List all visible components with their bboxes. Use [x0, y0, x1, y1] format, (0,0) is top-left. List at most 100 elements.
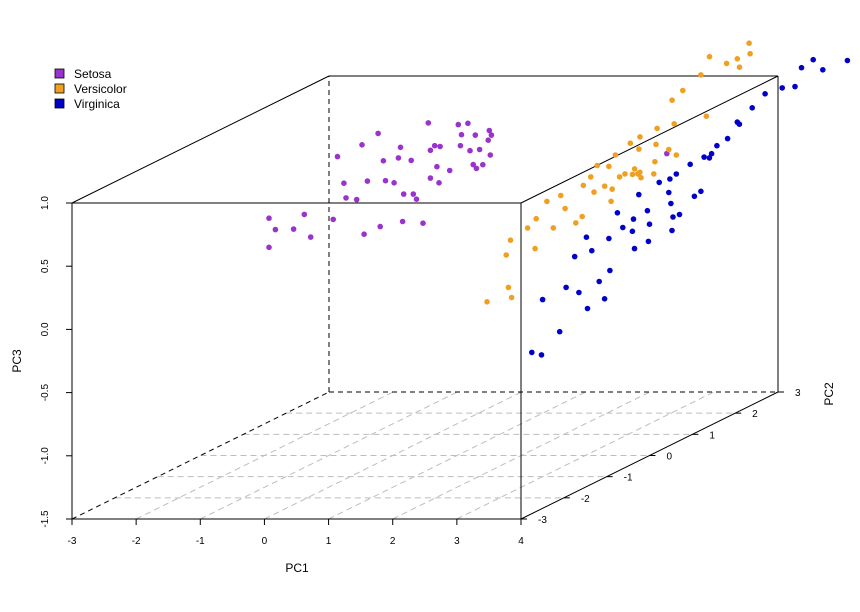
point-setosa	[437, 143, 443, 150]
point-setosa	[400, 191, 407, 197]
point-setosa	[290, 226, 297, 232]
data-points	[266, 40, 851, 358]
point-setosa	[446, 167, 453, 174]
point-setosa	[377, 223, 384, 230]
point-virginica	[820, 67, 826, 73]
point-setosa	[458, 131, 465, 138]
legend-item-versicolor: Versicolor	[54, 82, 127, 96]
point-virginica	[810, 56, 816, 63]
point-setosa	[399, 218, 406, 225]
point-virginica	[701, 154, 707, 160]
point-setosa	[470, 161, 477, 168]
point-virginica	[529, 349, 535, 356]
point-versicolor	[653, 141, 659, 148]
point-versicolor	[588, 174, 594, 180]
point-setosa	[391, 180, 397, 186]
y-tick-label: -3	[538, 515, 547, 526]
point-virginica	[762, 91, 768, 97]
box-edge	[71, 75, 330, 204]
legend-swatch-setosa	[54, 68, 65, 79]
point-setosa	[431, 142, 438, 149]
point-versicolor	[637, 169, 643, 176]
point-setosa	[361, 231, 367, 237]
point-virginica	[630, 216, 637, 222]
point-virginica	[563, 284, 569, 291]
point-virginica	[583, 234, 590, 240]
point-versicolor	[507, 237, 514, 243]
z-tick-label: -1.5	[40, 510, 51, 528]
point-setosa	[425, 120, 432, 126]
point-versicolor	[673, 152, 680, 158]
x-tick-label: 2	[390, 536, 396, 547]
point-virginica	[666, 189, 672, 196]
point-setosa	[330, 216, 337, 223]
y-tick-label: 2	[752, 409, 758, 420]
point-versicolor	[622, 171, 628, 177]
point-setosa	[382, 177, 389, 184]
point-setosa	[487, 152, 494, 158]
point-setosa	[334, 153, 341, 160]
point-setosa	[380, 158, 387, 164]
point-virginica	[749, 105, 755, 111]
legend-label-versicolor: Versicolor	[74, 82, 127, 96]
legend: Setosa Versicolor Virginica	[54, 67, 127, 111]
point-setosa	[455, 121, 462, 128]
point-virginica	[538, 352, 545, 358]
x-tick-label: -3	[68, 536, 77, 547]
point-versicolor	[591, 189, 597, 195]
y-tick-label: -2	[581, 494, 590, 505]
legend-swatch-versicolor	[54, 83, 65, 94]
point-versicolor	[612, 152, 619, 158]
point-virginica	[631, 245, 638, 252]
point-setosa	[375, 130, 381, 137]
point-versicolor	[503, 252, 510, 258]
point-virginica	[668, 200, 674, 207]
point-setosa	[436, 180, 442, 186]
point-versicolor	[524, 225, 531, 231]
x-tick-label: -2	[132, 536, 141, 547]
point-versicolor	[671, 121, 677, 127]
point-virginica	[601, 296, 608, 302]
point-virginica	[844, 57, 851, 64]
point-setosa	[486, 127, 493, 134]
legend-item-setosa: Setosa	[54, 67, 112, 81]
point-versicolor	[629, 171, 636, 178]
point-virginica	[614, 210, 621, 216]
grid-line-x	[200, 391, 458, 520]
point-setosa	[301, 211, 308, 218]
point-virginica	[724, 135, 731, 142]
box-edge-hidden	[71, 391, 330, 520]
point-setosa	[488, 132, 495, 138]
z-tick-label: 0.5	[40, 259, 51, 273]
point-versicolor	[698, 72, 704, 78]
point-setosa	[307, 234, 314, 240]
point-setosa	[408, 157, 415, 164]
point-virginica	[673, 171, 680, 177]
point-setosa	[485, 137, 492, 143]
box-back-edges	[71, 76, 778, 520]
point-virginica	[539, 296, 546, 303]
point-versicolor	[544, 198, 550, 205]
point-versicolor	[532, 245, 538, 252]
point-virginica	[708, 150, 715, 157]
box-front-edges	[71, 75, 779, 520]
x-tick-label: 3	[454, 536, 460, 547]
point-versicolor	[608, 198, 614, 205]
x-tick-label: 1	[326, 536, 332, 547]
point-setosa	[480, 161, 486, 168]
x-axis-ticks: -3 -2 -1 0 1 2 3 4	[68, 519, 524, 547]
point-setosa	[472, 132, 479, 138]
x-tick-label: -1	[196, 536, 205, 547]
point-virginica	[646, 221, 653, 227]
point-setosa	[397, 144, 404, 151]
point-setosa	[364, 178, 371, 184]
z-axis-title: PC3	[10, 349, 24, 373]
point-setosa	[343, 195, 349, 201]
point-versicolor	[508, 294, 515, 301]
point-virginica	[714, 142, 720, 149]
x-tick-label: 4	[518, 536, 524, 547]
point-setosa	[353, 196, 360, 203]
point-setosa	[476, 146, 483, 153]
x-axis-title: PC1	[285, 561, 309, 575]
point-setosa	[395, 155, 402, 161]
